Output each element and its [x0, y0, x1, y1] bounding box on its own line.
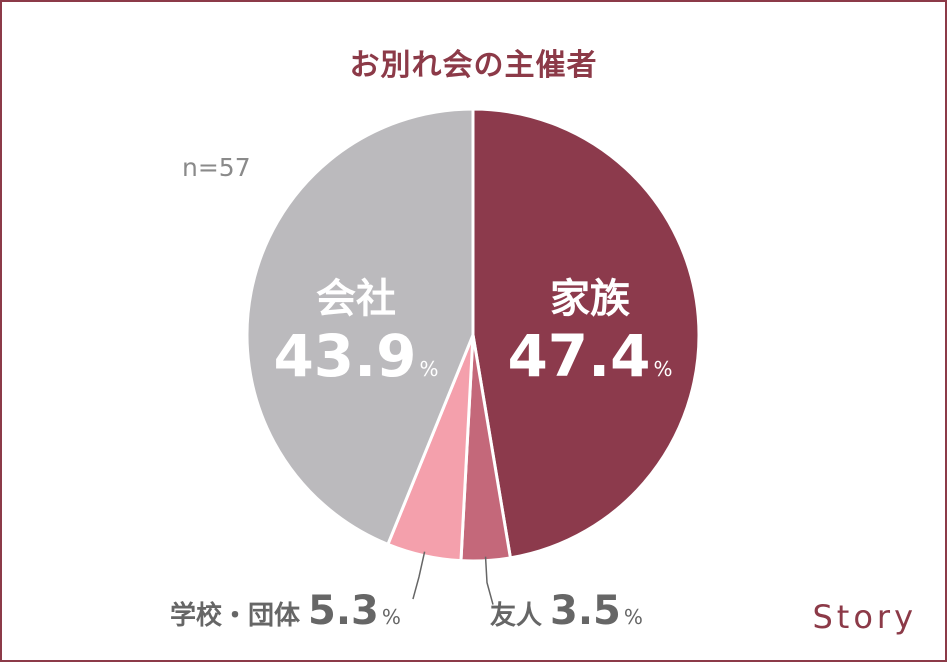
- slice-value-school: 5.3: [308, 588, 379, 634]
- slice-company: [245, 107, 475, 546]
- slice-unit-school: %: [381, 605, 401, 629]
- slice-label-family: 家族 47.4%: [500, 275, 680, 389]
- slice-name-school: 学校・団体: [170, 601, 301, 631]
- slice-label-company: 会社 43.9%: [266, 275, 446, 389]
- slice-label-friend: 友人 3.5%: [490, 588, 643, 634]
- slice-name-company: 会社: [316, 276, 396, 322]
- slice-value-company: 43.9: [273, 322, 417, 390]
- slice-name-family: 家族: [550, 276, 630, 322]
- slice-unit-friend: %: [623, 605, 643, 629]
- slice-unit-company: %: [419, 357, 439, 381]
- leader-line-school: [412, 551, 426, 600]
- slice-unit-family: %: [653, 357, 673, 381]
- chart-title: お別れ会の主催者: [349, 48, 598, 83]
- slice-name-friend: 友人: [490, 601, 543, 631]
- slice-label-school: 学校・団体 5.3%: [170, 588, 401, 634]
- slice-value-family: 47.4: [507, 322, 651, 390]
- brand-logo: Story: [812, 598, 917, 636]
- sample-size-label: n=57: [182, 153, 251, 182]
- leader-line-friend: [484, 556, 494, 605]
- slice-family: [471, 107, 701, 560]
- slice-value-friend: 3.5: [550, 588, 621, 634]
